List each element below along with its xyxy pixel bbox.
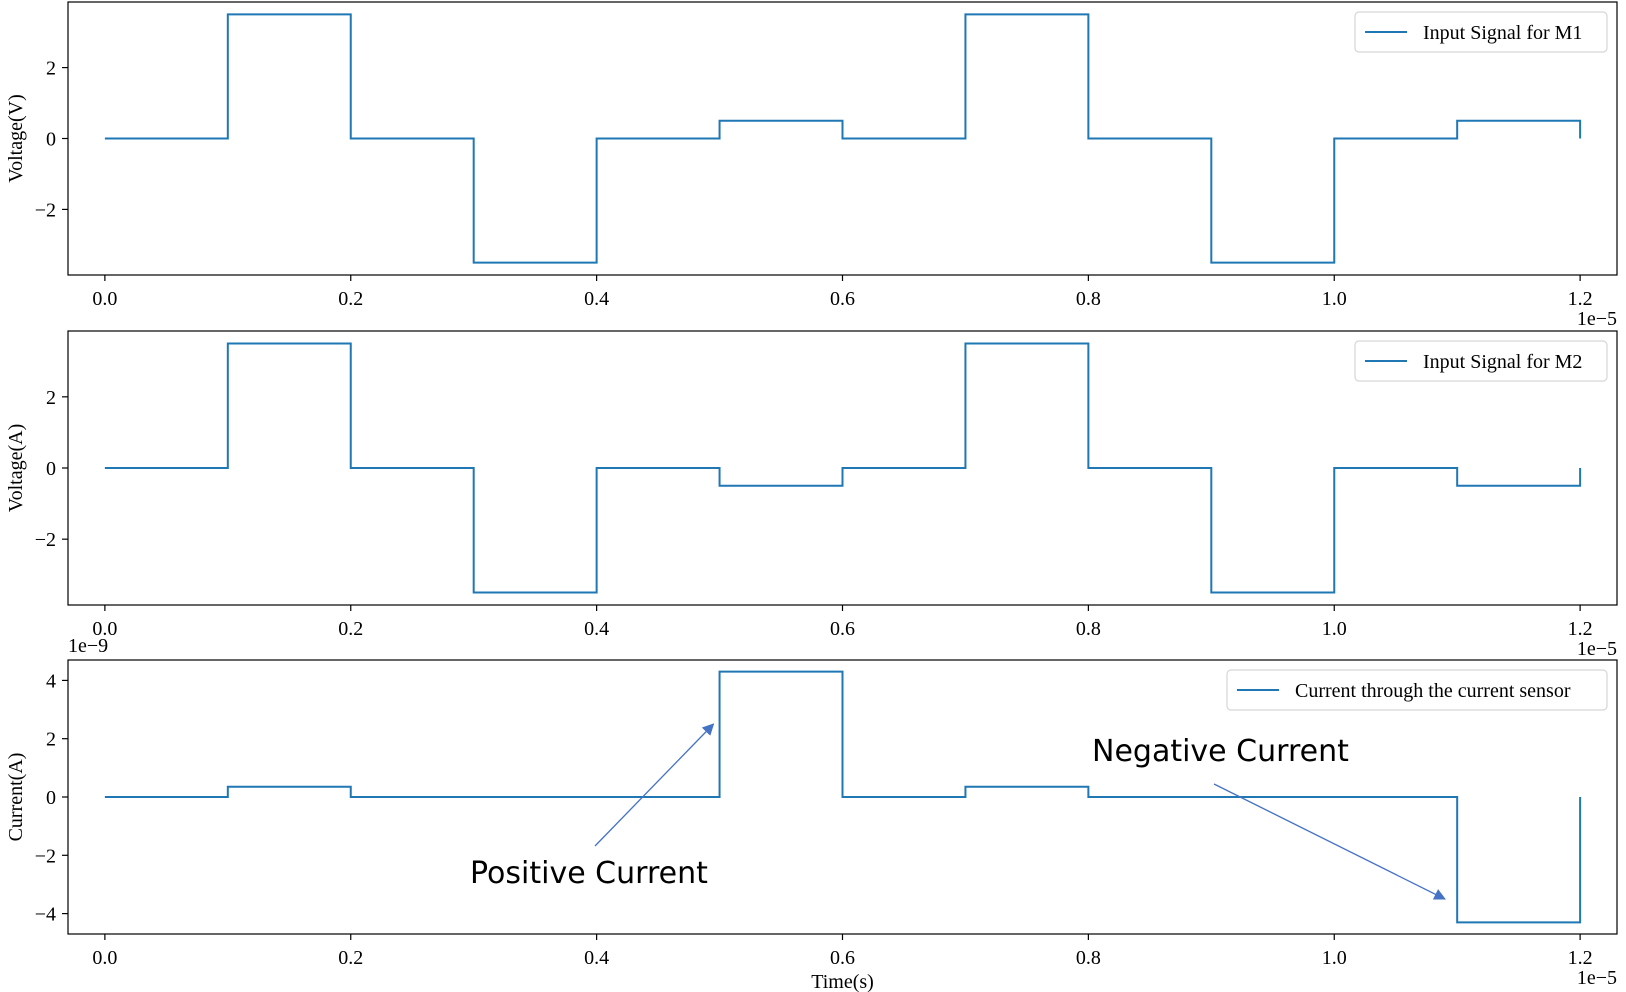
- y-tick-label: 0: [46, 458, 56, 480]
- x-tick-label: 0.6: [830, 947, 855, 969]
- x-tick-label: 1.2: [1568, 947, 1593, 969]
- y-tick-label: −4: [35, 904, 56, 926]
- x-tick-label: 1.0: [1322, 618, 1347, 640]
- legend: Input Signal for M1: [1354, 11, 1608, 53]
- x-tick-label: 0.4: [584, 288, 609, 310]
- x-offset-label: 1e−5: [1577, 967, 1617, 989]
- series-line: [104, 670, 1582, 924]
- series-line: [104, 342, 1582, 594]
- legend-label: Current through the current sensor: [1295, 680, 1571, 702]
- x-offset-label: 1e−5: [1577, 308, 1617, 330]
- legend-box: [1354, 11, 1608, 53]
- legend: Current through the current sensor: [1226, 669, 1608, 711]
- y-tick-label: 0: [46, 787, 56, 809]
- y-tick-label: −2: [35, 845, 56, 867]
- x-tick-label: 1.0: [1322, 288, 1347, 310]
- y-tick-label: −2: [35, 529, 56, 551]
- y-axis-label: Voltage(V): [5, 94, 27, 183]
- y-tick-label: 2: [46, 729, 56, 751]
- x-tick-label: 0.6: [830, 618, 855, 640]
- annotation-label: Negative Current: [1092, 734, 1349, 769]
- y-offset-label: 1e−9: [68, 635, 108, 657]
- x-tick-label: 0.0: [92, 288, 117, 310]
- y-tick-label: 2: [46, 58, 56, 80]
- y-axis-label: Current(A): [5, 753, 27, 842]
- y-tick-label: 4: [46, 670, 56, 692]
- x-tick-label: 0.8: [1076, 288, 1101, 310]
- chart-panel-1: 0.0 0.2 0.4 0.6 0.8 1.0 1.21e−5 −2 0 2 Voltage(V) I…: [5, 1, 1618, 330]
- legend-box: [1354, 340, 1608, 382]
- x-offset-label: 1e−5: [1577, 638, 1617, 660]
- panels: 0.0 0.2 0.4 0.6 0.8 1.0 1.21e−5−202Voltage(V)I…: [5, 1, 1618, 992]
- legend: Input Signal for M2: [1354, 340, 1608, 382]
- chart-panel-3: 0.0 0.2 0.4 0.6 0.8 1.0 1.21e−5−4−20241e−9Curr…: [5, 635, 1618, 992]
- y-tick-label: −2: [35, 199, 56, 221]
- chart-panel-2: 0.0 0.2 0.4 0.6 0.8 1.0 1.21e−5 −2 0 2 Voltage(A) I…: [5, 330, 1618, 660]
- legend-label: Input Signal for M2: [1423, 351, 1582, 373]
- x-tick-label: 1.2: [1568, 618, 1593, 640]
- x-tick-label: 1.0: [1322, 947, 1347, 969]
- y-axis-label: Voltage(A): [5, 424, 27, 513]
- annotation-label: Positive Current: [470, 856, 708, 891]
- x-tick-label: 0.2: [338, 618, 363, 640]
- x-tick-label: 1.2: [1568, 288, 1593, 310]
- x-tick-label: 0.0: [92, 618, 117, 640]
- x-tick-label: 0.2: [338, 288, 363, 310]
- annotation-arrow: [594, 723, 715, 847]
- y-tick-label: 0: [46, 129, 56, 151]
- x-tick-label: 0.8: [1076, 618, 1101, 640]
- y-tick-label: 2: [46, 387, 56, 409]
- x-tick-label: 0.6: [830, 288, 855, 310]
- x-tick-label: 0.2: [338, 947, 363, 969]
- x-tick-label: 0.8: [1076, 947, 1101, 969]
- x-tick-label: 0.4: [584, 618, 609, 640]
- legend-box: [1226, 669, 1608, 711]
- x-tick-label: 0.0: [92, 947, 117, 969]
- x-axis-label: Time(s): [811, 971, 874, 992]
- legend-label: Input Signal for M1: [1423, 22, 1582, 44]
- series-line: [104, 13, 1582, 264]
- annotation-arrow: [1213, 783, 1446, 900]
- x-tick-label: 0.4: [584, 947, 609, 969]
